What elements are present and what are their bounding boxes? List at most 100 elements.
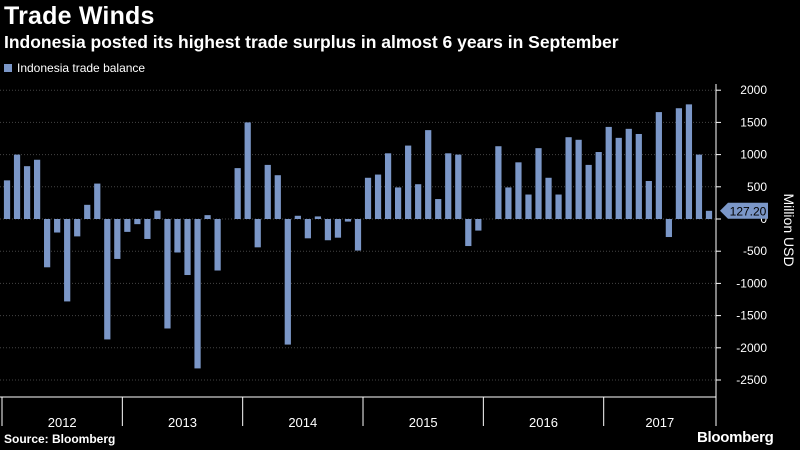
bar: [164, 219, 171, 329]
bar: [645, 181, 652, 219]
bar: [134, 219, 141, 225]
y-tick-label: 500: [747, 180, 767, 194]
bar: [84, 204, 91, 219]
bar: [324, 219, 332, 241]
y-tick-label: 1500: [740, 115, 767, 129]
bar: [234, 168, 241, 219]
bar: [104, 219, 111, 340]
bar: [344, 219, 352, 222]
legend-swatch: [4, 64, 12, 72]
y-tick-label: 1000: [740, 148, 767, 162]
x-tick-label: 2012: [48, 415, 77, 430]
bar: [455, 154, 462, 219]
bar: [354, 219, 362, 251]
bar: [585, 164, 592, 219]
bar: [13, 154, 21, 219]
bar: [374, 174, 382, 219]
bar: [3, 180, 11, 219]
bar: [44, 219, 51, 268]
x-tick-label: 2017: [645, 415, 674, 430]
y-tick-label: -2000: [736, 341, 767, 355]
bar: [665, 219, 672, 238]
bar: [384, 153, 392, 219]
bar: [605, 126, 612, 219]
bar: [184, 219, 191, 276]
bar: [685, 104, 693, 219]
bar: [675, 108, 683, 219]
bar: [264, 164, 271, 219]
bar: [194, 219, 201, 369]
bar: [495, 146, 502, 219]
bar: [274, 175, 281, 219]
x-tick-label: 2014: [288, 415, 317, 430]
last-value-callout: [720, 202, 768, 219]
bar: [525, 194, 532, 219]
bar: [445, 153, 452, 219]
bar: [655, 112, 662, 219]
bar: [395, 187, 402, 219]
bar: [425, 130, 432, 219]
bar: [214, 219, 221, 271]
bar: [244, 122, 251, 219]
bar: [284, 219, 291, 345]
bars: [3, 104, 713, 369]
y-tick-label: -1500: [736, 309, 767, 323]
bar: [575, 139, 582, 219]
bar: [204, 215, 211, 219]
bar: [415, 184, 422, 219]
bar: [615, 137, 622, 219]
bar: [475, 219, 482, 231]
bar: [465, 219, 472, 247]
x-axis-years: 2012 2013 2014 2015 2016 2017: [0, 396, 716, 430]
x-tick-label: 2013: [168, 415, 197, 430]
bar: [545, 177, 552, 219]
bar: [64, 219, 71, 302]
bar: [94, 183, 101, 219]
bar: [334, 219, 342, 238]
bar: [405, 145, 412, 219]
bar: [555, 194, 562, 219]
y-tick-label: -1000: [736, 276, 767, 290]
y-tick-label: -500: [743, 244, 767, 258]
legend-label: Indonesia trade balance: [17, 61, 146, 75]
bar: [595, 152, 602, 219]
legend: Indonesia trade balance: [4, 61, 145, 75]
bar: [565, 137, 572, 219]
y-axis-title: Million USD: [781, 193, 797, 266]
bar: [435, 199, 442, 219]
x-tick-label: 2016: [529, 415, 558, 430]
x-tick-label: 2015: [409, 415, 438, 430]
bar: [535, 148, 542, 219]
y-tick-label: -2500: [736, 373, 767, 387]
bar: [124, 219, 131, 232]
bar: [254, 219, 261, 248]
bar: [144, 219, 151, 239]
y-tick-label: 0: [760, 212, 767, 226]
bar: [505, 187, 512, 219]
bar: [294, 215, 301, 219]
bar: [705, 210, 713, 219]
bar: [635, 133, 642, 219]
bar: [304, 219, 311, 239]
source-note: Source: Bloomberg: [4, 432, 116, 446]
bar: [154, 210, 161, 219]
chart-subtitle: Indonesia posted its highest trade surpl…: [4, 32, 619, 52]
bar: [174, 219, 181, 253]
last-value-marker: 127.20: [720, 202, 768, 219]
last-value-label: 127.20: [730, 204, 767, 218]
y-tick-label: 2000: [740, 83, 767, 97]
bar: [114, 219, 121, 259]
bar: [23, 166, 31, 219]
bar: [54, 219, 61, 233]
bar: [695, 154, 703, 219]
y-axis-ticks: 2000 1500 1000 500 0 -500 -1000 -1500 -2000 -2500: [715, 83, 767, 397]
year-separators: [1, 397, 717, 426]
bar: [314, 216, 321, 219]
bar: [625, 128, 632, 219]
bar: [74, 219, 81, 237]
bar: [33, 159, 41, 219]
bar: [515, 162, 522, 219]
bar: [364, 177, 372, 219]
chart-title: Trade Winds: [4, 2, 155, 30]
